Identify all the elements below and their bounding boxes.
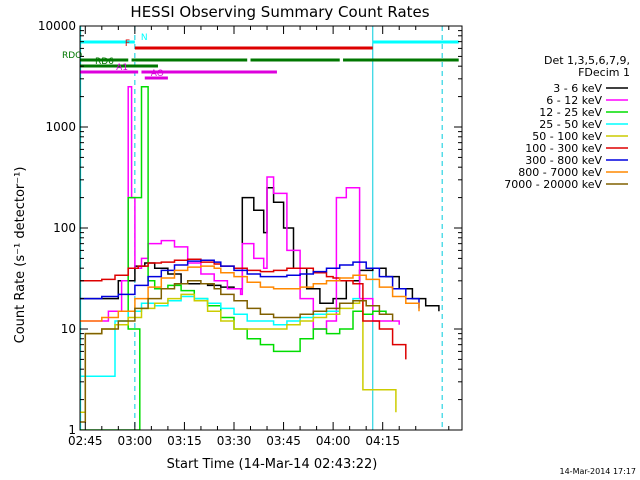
legend-label-3: 25 - 50 keV: [539, 118, 602, 131]
flag-label-rd6: RD6: [95, 57, 114, 67]
legend-label-5: 100 - 300 keV: [525, 142, 602, 155]
x-tick-label-6: 04:15: [365, 434, 400, 448]
series-line-5: [80, 258, 407, 360]
flag-label-f: F: [125, 39, 130, 49]
x-tick-label-2: 03:15: [167, 434, 202, 448]
flag-label-ao: AO: [151, 69, 164, 79]
legend-header-0: Det 1,3,5,6,7,9,: [544, 54, 630, 67]
legend-label-7: 800 - 7000 keV: [518, 166, 602, 179]
y-tick-label-1: 10: [61, 322, 76, 336]
chart-title: HESSI Observing Summary Count Rates: [130, 3, 429, 21]
x-tick-label-5: 04:00: [316, 434, 351, 448]
y-axis-label: Count Rate (s⁻¹ detector⁻¹): [13, 167, 28, 344]
x-tick-label-0: 02:45: [68, 434, 103, 448]
x-tick-label-4: 03:45: [266, 434, 301, 448]
legend-label-2: 12 - 25 keV: [539, 106, 602, 119]
y-tick-label-3: 1000: [45, 120, 76, 134]
legend-label-4: 50 - 100 keV: [532, 130, 602, 143]
plot-frame: [79, 25, 463, 431]
y-tick-label-4: 10000: [38, 19, 76, 33]
series-line-1: [80, 86, 400, 330]
series-group: [80, 26, 459, 430]
legend-label-0: 3 - 6 keV: [553, 82, 602, 95]
y-tick-label-2: 100: [53, 221, 76, 235]
series-line-7: [80, 265, 420, 322]
legend-header-1: FDecim 1: [578, 66, 630, 79]
flag-label-rdo: RDO: [62, 51, 82, 61]
date-stamp: 14-Mar-2014 17:17: [560, 467, 637, 476]
legend-label-6: 300 - 800 keV: [525, 154, 602, 167]
flag-label-a1: A1: [116, 63, 128, 73]
x-axis-label: Start Time (14-Mar-14 02:43:22): [167, 457, 378, 472]
y-tick-label-0: 1: [68, 423, 76, 437]
x-tick-label-3: 03:30: [217, 434, 252, 448]
axes: 02:45 03:00 03:15 03:30 03:45 04:00 04:15 1 10 10…: [38, 19, 463, 448]
series-line-2: [80, 86, 387, 430]
flag-label-n: N: [141, 33, 148, 43]
series-line-0: [80, 187, 440, 312]
series-line-3: [80, 295, 360, 378]
legend-label-1: 6 - 12 keV: [546, 94, 602, 107]
x-tick-label-1: 03:00: [118, 434, 153, 448]
series-line-6: [80, 259, 420, 309]
series-line-8: [80, 280, 394, 423]
legend-label-8: 7000 - 20000 keV: [504, 178, 602, 191]
series-line-4: [80, 293, 397, 413]
